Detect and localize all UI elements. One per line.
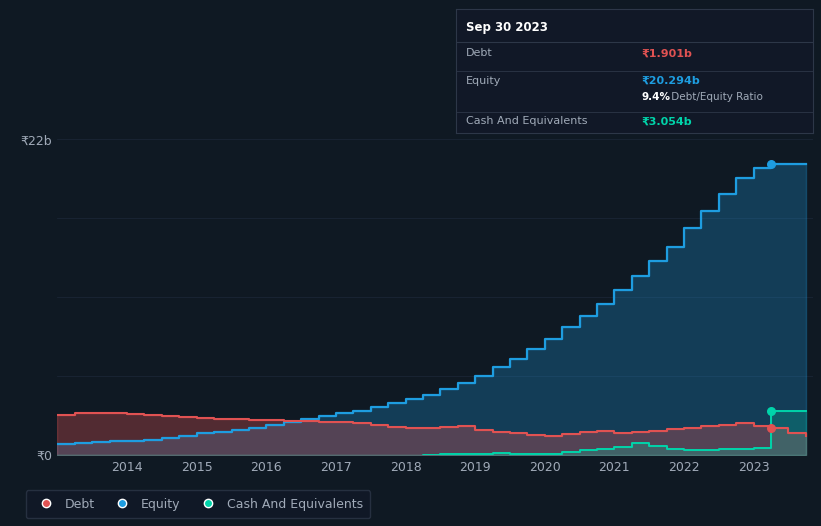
Point <box>764 160 777 168</box>
Text: Cash And Equivalents: Cash And Equivalents <box>466 116 588 126</box>
Point <box>764 423 777 432</box>
Text: Equity: Equity <box>466 76 502 86</box>
Text: Debt: Debt <box>466 48 493 58</box>
Text: ₹20.294b: ₹20.294b <box>641 76 700 86</box>
Text: 9.4%: 9.4% <box>641 92 671 102</box>
Text: ₹1.901b: ₹1.901b <box>641 48 692 58</box>
Point <box>764 407 777 416</box>
Text: Sep 30 2023: Sep 30 2023 <box>466 21 548 34</box>
Text: Debt/Equity Ratio: Debt/Equity Ratio <box>668 92 763 102</box>
Text: ₹3.054b: ₹3.054b <box>641 116 692 126</box>
Legend: Debt, Equity, Cash And Equivalents: Debt, Equity, Cash And Equivalents <box>26 490 370 518</box>
